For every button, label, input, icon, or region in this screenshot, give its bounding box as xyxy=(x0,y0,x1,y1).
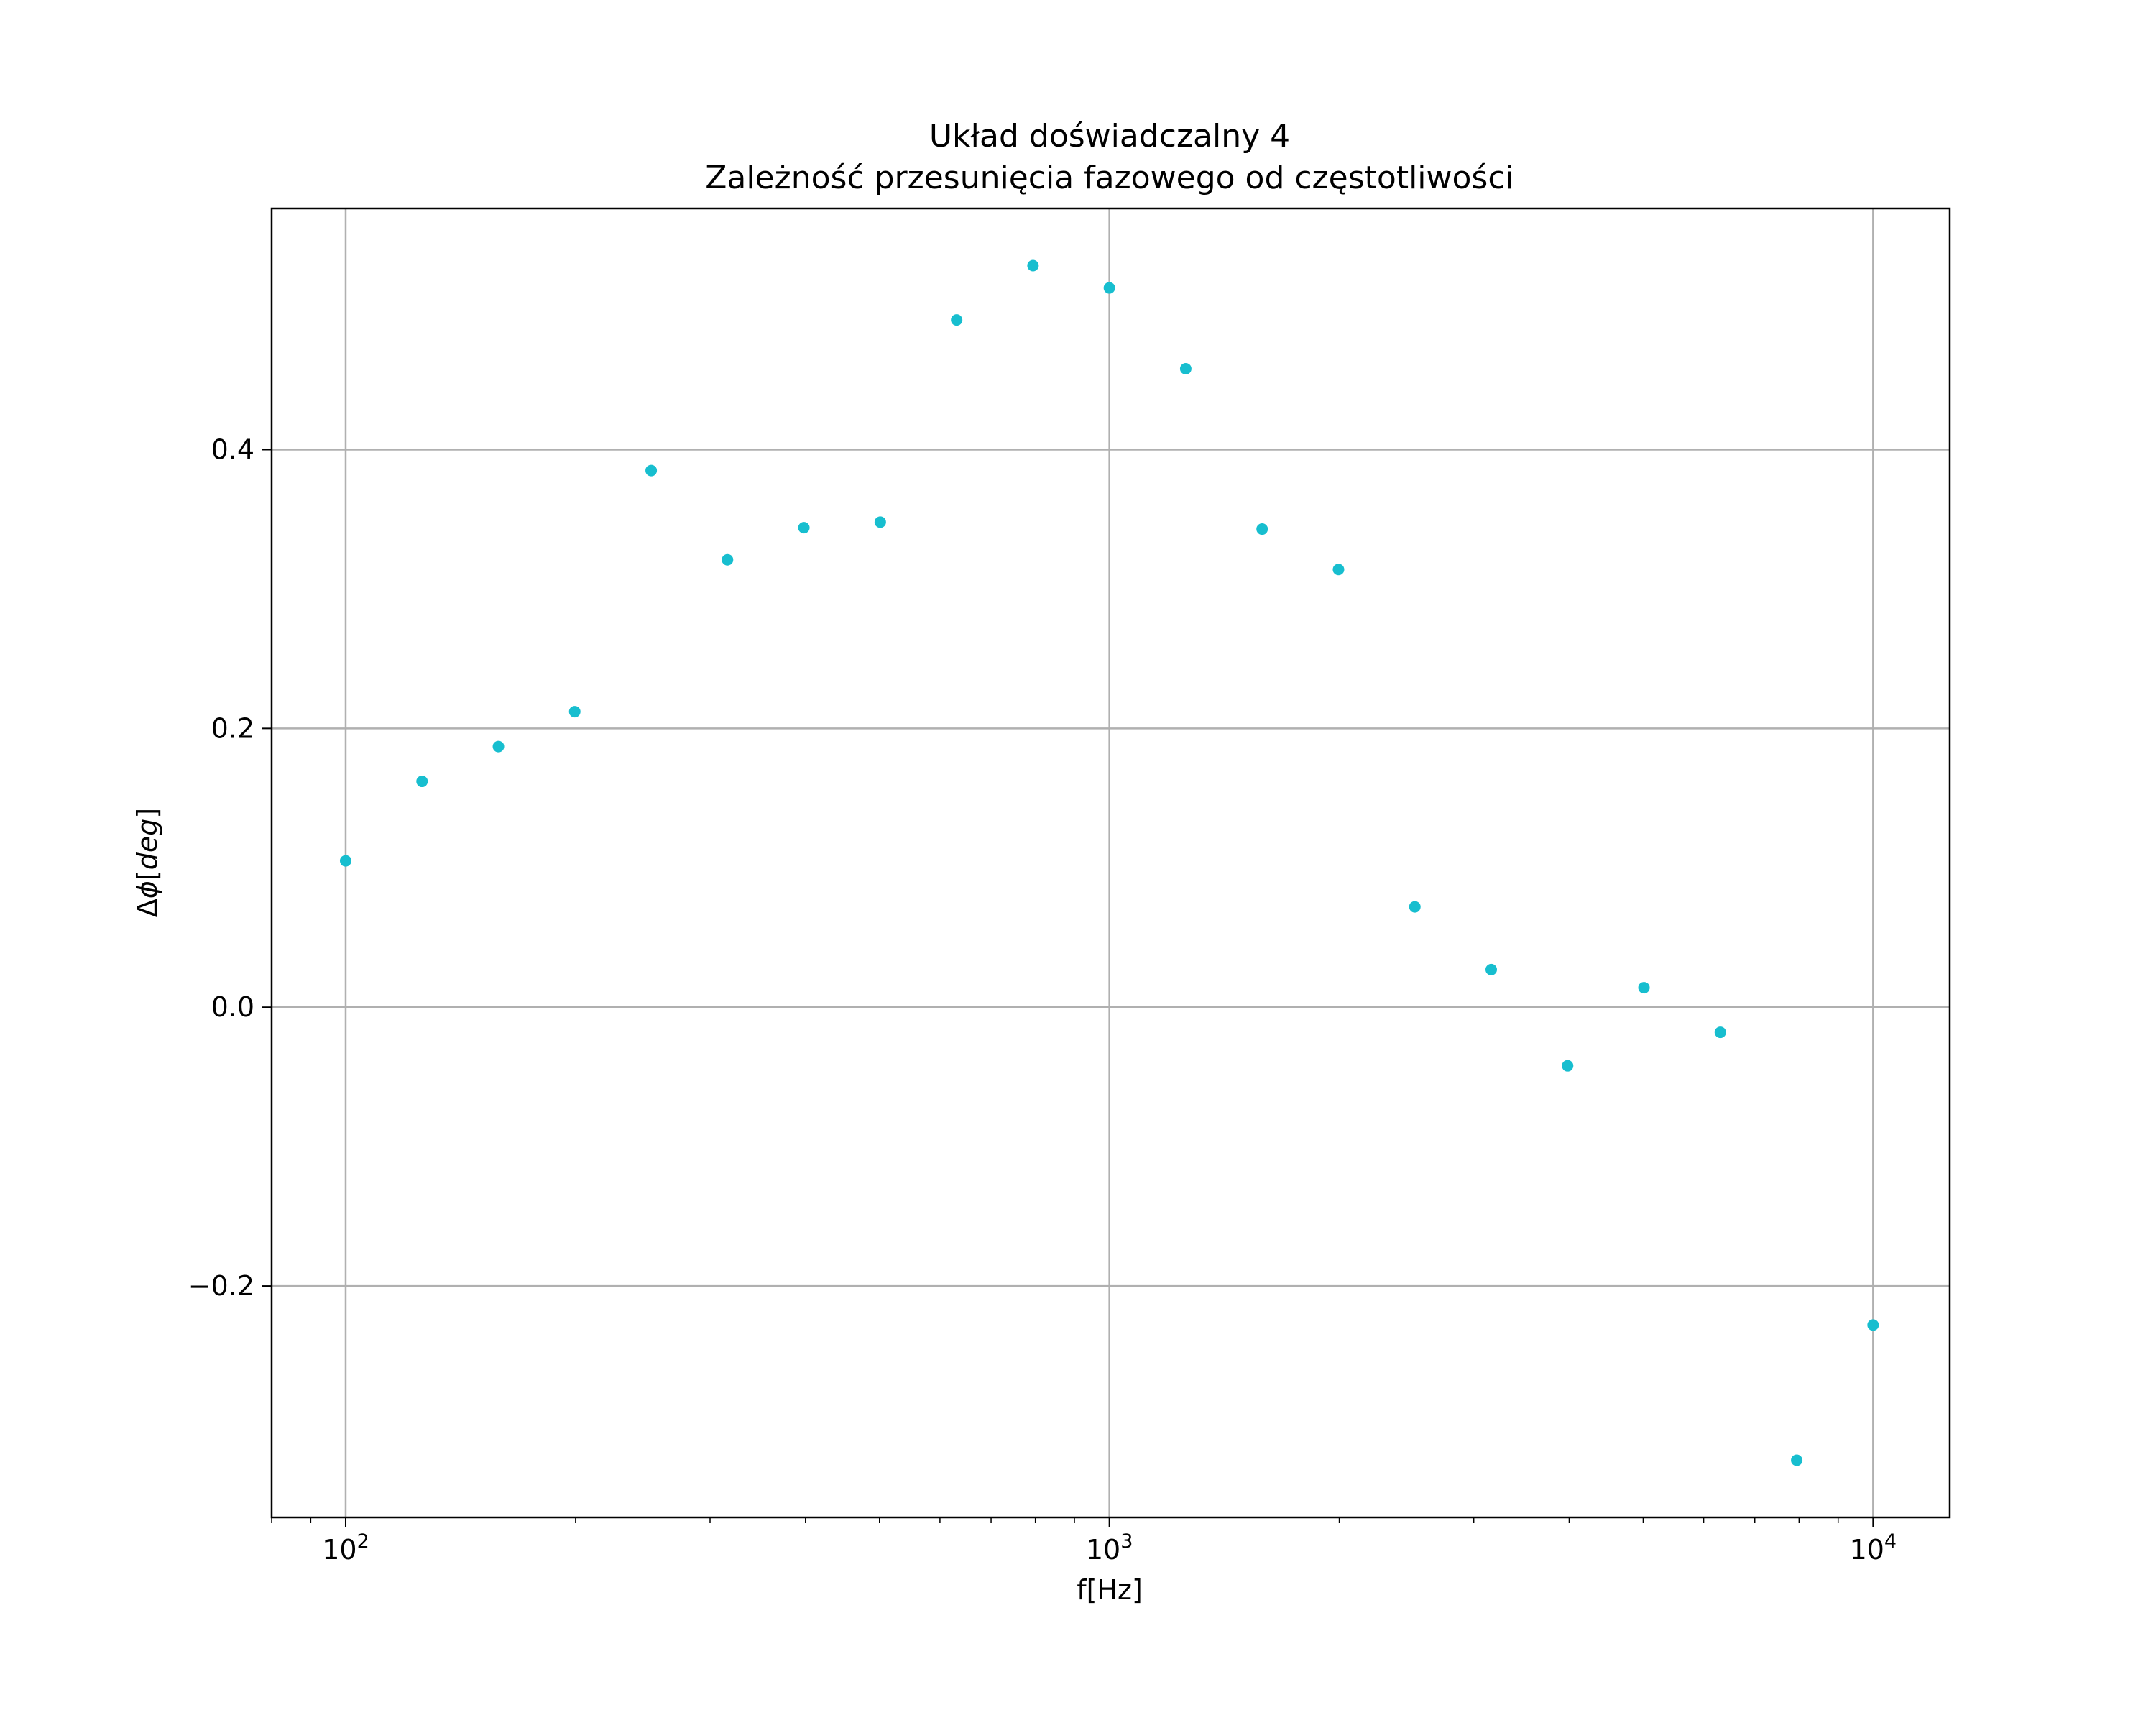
data-point xyxy=(416,776,428,788)
axis-ticks: 102 103 104−0.20.00.20.4 xyxy=(188,433,1897,1566)
data-point xyxy=(722,553,734,566)
y-tick-label: 0.0 xyxy=(211,991,254,1023)
data-point xyxy=(339,855,351,867)
x-tick-label: 104 xyxy=(1850,1530,1897,1566)
data-point xyxy=(1638,982,1650,994)
data-point xyxy=(1179,363,1192,375)
data-point xyxy=(1103,282,1115,294)
y-axis-label-phi: ϕ xyxy=(132,881,163,899)
grid-lines xyxy=(272,208,1950,1517)
chart-subtitle: Zależność przesunięcia fazowego od częst… xyxy=(705,160,1514,196)
plot-area xyxy=(272,208,1950,1517)
y-axis-label-close: ] xyxy=(132,808,163,819)
plot-frame xyxy=(270,207,1951,1519)
y-axis-label-unit: deg xyxy=(132,819,163,870)
data-point xyxy=(951,314,963,326)
data-point xyxy=(1714,1026,1726,1039)
y-axis-label: Δϕ[deg] xyxy=(132,808,163,917)
data-point xyxy=(798,522,810,534)
x-tick-label: 102 xyxy=(322,1530,369,1566)
x-tick-label-base: 10 xyxy=(1086,1534,1120,1566)
data-point xyxy=(645,464,658,477)
x-tick-label-exponent: 2 xyxy=(357,1530,369,1553)
data-point xyxy=(1791,1454,1803,1466)
y-tick-label: −0.2 xyxy=(188,1270,254,1302)
x-axis-label: f[Hz] xyxy=(1077,1574,1143,1606)
data-point xyxy=(1256,523,1268,536)
x-tick-label-base: 10 xyxy=(322,1534,356,1566)
chart-title: Układ doświadczalny 4 xyxy=(929,118,1290,155)
data-point xyxy=(1485,963,1498,975)
data-point xyxy=(1332,564,1345,576)
data-point xyxy=(874,516,886,528)
data-point xyxy=(568,706,581,718)
x-tick-label-base: 10 xyxy=(1850,1534,1884,1566)
data-point xyxy=(1562,1060,1574,1072)
data-point xyxy=(1867,1319,1879,1331)
data-point xyxy=(1409,901,1421,913)
y-tick-label: 0.2 xyxy=(211,712,254,744)
y-tick-label: 0.4 xyxy=(211,433,254,465)
data-points xyxy=(339,259,1879,1466)
x-tick-label-exponent: 3 xyxy=(1120,1530,1133,1553)
x-tick-label-exponent: 4 xyxy=(1884,1530,1897,1553)
y-axis-label-open: [ xyxy=(132,870,163,881)
data-point xyxy=(492,740,505,753)
data-point xyxy=(1027,259,1039,272)
y-axis-label-delta: Δ xyxy=(132,899,163,917)
x-tick-label: 103 xyxy=(1086,1530,1133,1566)
